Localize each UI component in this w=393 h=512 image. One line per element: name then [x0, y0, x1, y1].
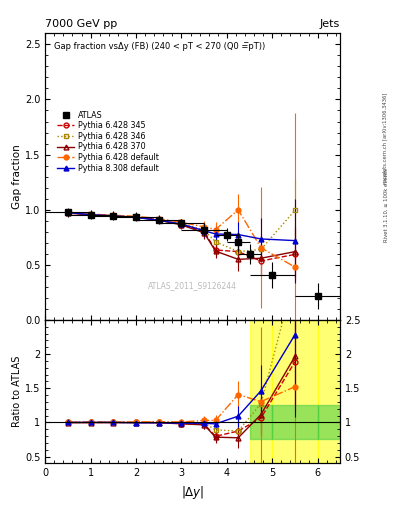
Bar [272, 406, 318, 439]
Text: ATLAS_2011_S9126244: ATLAS_2011_S9126244 [148, 281, 237, 290]
Y-axis label: Ratio to ATLAS: Ratio to ATLAS [12, 356, 22, 428]
Legend: ATLAS, Pythia 6.428 345, Pythia 6.428 346, Pythia 6.428 370, Pythia 6.428 defaul: ATLAS, Pythia 6.428 345, Pythia 6.428 34… [55, 109, 160, 174]
Text: Gap fraction vsΔy (FB) (240 < pT < 270 (Q0 =̅pT)): Gap fraction vsΔy (FB) (240 < pT < 270 (… [54, 42, 265, 51]
Bar [250, 406, 272, 439]
Bar [272, 320, 318, 463]
Text: Jets: Jets [320, 19, 340, 29]
Bar [318, 320, 340, 463]
Text: Rivet 3.1.10, ≥ 100k events: Rivet 3.1.10, ≥ 100k events [384, 168, 388, 242]
Bar [318, 406, 340, 439]
Y-axis label: Gap fraction: Gap fraction [12, 144, 22, 209]
X-axis label: $|\Delta y|$: $|\Delta y|$ [181, 484, 204, 501]
Text: mcplots.cern.ch [arXiv:1306.3436]: mcplots.cern.ch [arXiv:1306.3436] [384, 93, 388, 184]
Bar [250, 320, 272, 463]
Text: 7000 GeV pp: 7000 GeV pp [45, 19, 118, 29]
